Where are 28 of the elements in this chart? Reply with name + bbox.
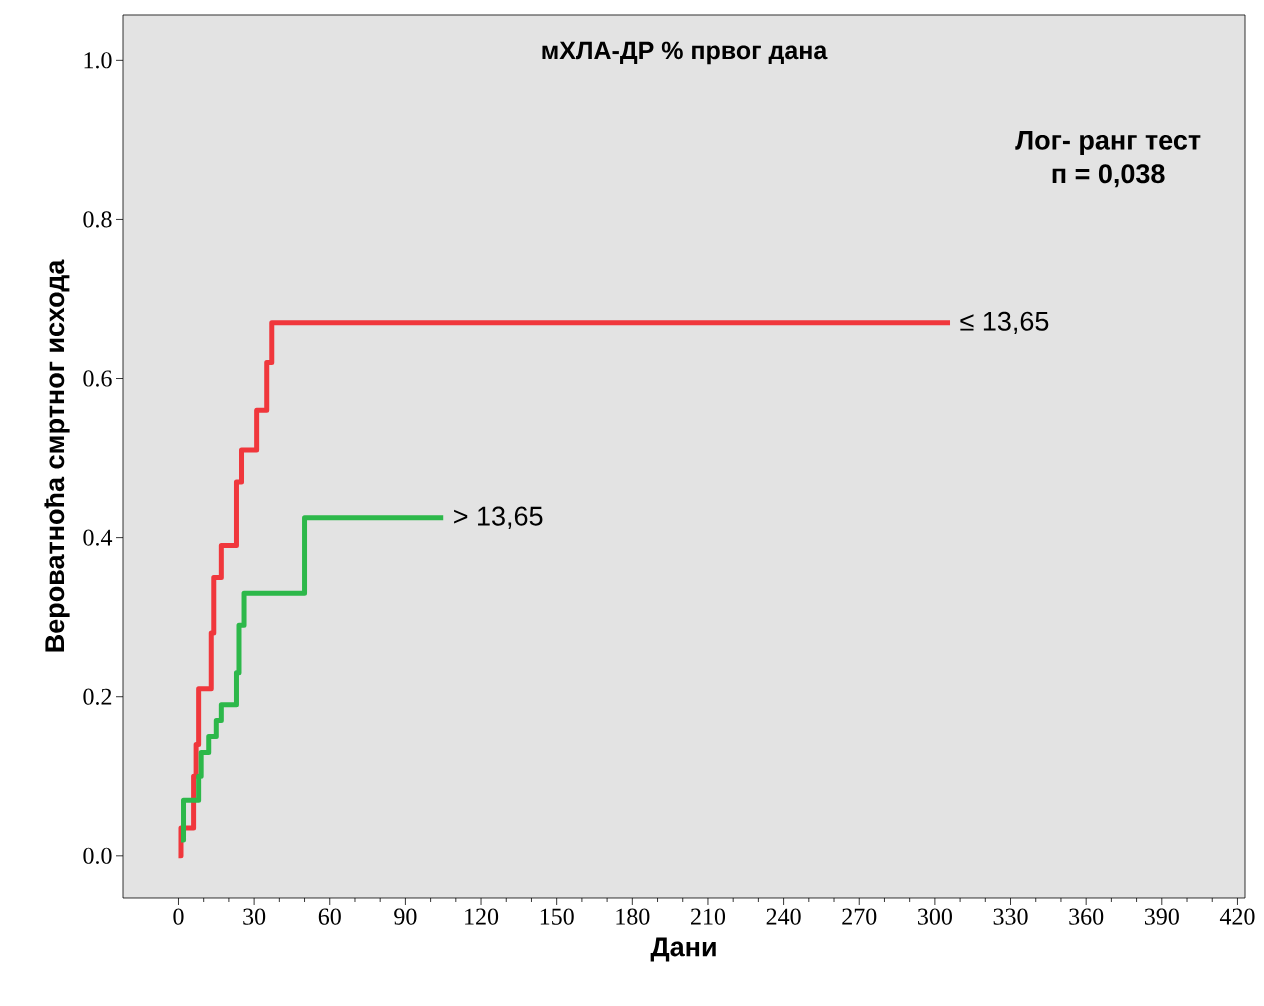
x-tick-label: 300 xyxy=(918,908,952,925)
y-tick-label: 0.4 xyxy=(83,529,113,546)
x-tick-label: 30 xyxy=(243,908,266,925)
x-tick-label: 0 xyxy=(173,908,184,925)
y-tick-label: 0.2 xyxy=(83,688,112,705)
y-axis-title: Вероватноћа смртног исхода xyxy=(44,259,70,652)
annotation: Лог- ранг тест xyxy=(1015,130,1201,156)
y-tick-label: 0.8 xyxy=(83,211,112,228)
x-tick-label: 420 xyxy=(1219,908,1255,925)
x-tick-label: 240 xyxy=(766,908,801,925)
y-tick-label: 0.0 xyxy=(83,847,112,864)
annotation: п = 0,038 xyxy=(1052,164,1165,188)
x-tick-label: 150 xyxy=(540,908,574,925)
y-tick-label: 0.6 xyxy=(83,370,112,387)
x-tick-label: 120 xyxy=(465,908,499,925)
x-tick-label: 330 xyxy=(993,908,1028,925)
text: мХЛА-ДР % првог дана xyxy=(542,41,828,65)
x-tick-label: 390 xyxy=(1144,908,1179,925)
x-axis-title: Дани xyxy=(650,937,716,962)
y-tick-label: 1.0 xyxy=(84,52,112,69)
series-label: > 13,65 xyxy=(454,506,543,529)
x-tick-label: 270 xyxy=(842,908,877,925)
x-tick-label: 60 xyxy=(318,908,341,925)
series-label: ≤ 13,65 xyxy=(960,311,1049,334)
x-tick-label: 210 xyxy=(691,908,726,925)
x-tick-label: 90 xyxy=(394,908,417,925)
x-tick-label: 180 xyxy=(616,908,650,925)
x-tick-label: 360 xyxy=(1069,908,1104,925)
